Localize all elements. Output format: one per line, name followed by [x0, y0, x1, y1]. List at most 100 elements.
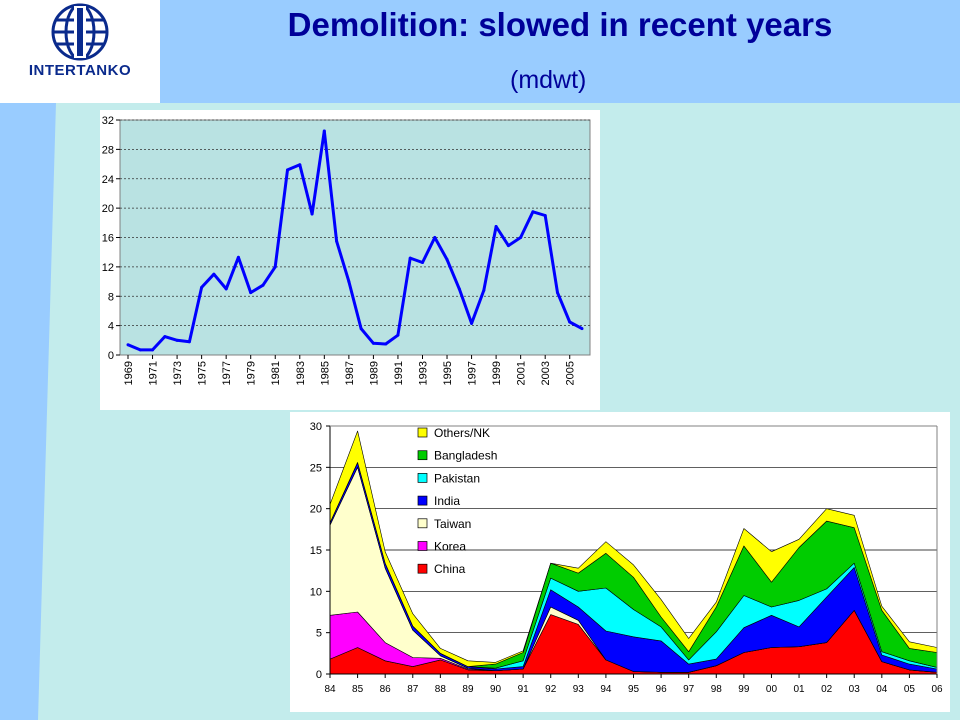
y-tick-label: 20: [102, 203, 114, 215]
x-tick-label: 1969: [123, 361, 135, 385]
data-point: [322, 129, 326, 133]
legend-label: Others/NK: [434, 426, 490, 440]
x-tick-label: 04: [876, 684, 888, 695]
legend-swatch: [417, 518, 428, 529]
legend-label: Bangladesh: [434, 449, 497, 463]
x-tick-label: 02: [821, 684, 833, 695]
x-tick-label: 2001: [516, 361, 528, 385]
y-tick-label: 5: [316, 628, 322, 640]
x-tick-label: 1981: [270, 361, 282, 385]
page-title: Demolition: slowed in recent years: [287, 6, 833, 43]
x-tick-label: 93: [573, 684, 585, 695]
x-tick-label: 92: [545, 684, 557, 695]
data-point: [200, 285, 204, 289]
x-tick-label: 89: [462, 684, 474, 695]
data-point: [310, 212, 314, 216]
data-point: [470, 321, 474, 325]
x-tick-label: 90: [490, 684, 502, 695]
y-tick-label: 8: [108, 291, 114, 303]
x-tick-label: 86: [380, 684, 392, 695]
globe-logo-icon: [51, 3, 109, 61]
decorative-diagonal: [36, 103, 56, 720]
x-tick-label: 1985: [319, 361, 331, 385]
data-point: [371, 341, 375, 345]
x-tick-label: 84: [324, 684, 336, 695]
x-tick-label: 99: [738, 684, 750, 695]
x-tick-label: 87: [407, 684, 419, 695]
x-tick-label: 1991: [393, 361, 405, 385]
line-chart-plot-area: [119, 119, 591, 356]
data-point: [506, 244, 510, 248]
x-tick-label: 1993: [417, 361, 429, 385]
x-tick-label: 96: [656, 684, 668, 695]
data-point: [494, 224, 498, 228]
x-tick-label: 03: [849, 684, 861, 695]
x-tick-label: 06: [931, 684, 943, 695]
x-tick-label: 1999: [491, 361, 503, 385]
data-point: [138, 348, 142, 352]
y-tick-label: 10: [310, 586, 322, 598]
y-tick-label: 20: [310, 504, 322, 516]
y-tick-label: 30: [310, 421, 322, 433]
x-tick-label: 01: [793, 684, 805, 695]
x-tick-label: 98: [711, 684, 723, 695]
x-tick-label: 1977: [221, 361, 233, 385]
data-point: [580, 327, 584, 331]
y-tick-label: 24: [102, 174, 114, 186]
x-tick-label: 91: [518, 684, 530, 695]
legend-label: Pakistan: [434, 471, 480, 485]
x-tick-label: 1989: [368, 361, 380, 385]
x-tick-label: 05: [904, 684, 916, 695]
logo: INTERTANKO: [0, 0, 160, 103]
data-point: [163, 335, 167, 339]
line-series: [127, 129, 583, 352]
data-point: [249, 291, 253, 295]
data-point: [568, 320, 572, 324]
data-point: [224, 287, 228, 291]
y-tick-label: 4: [108, 321, 114, 333]
data-point: [212, 272, 216, 276]
left-band: [0, 103, 36, 720]
x-tick-label: 1971: [148, 361, 160, 385]
legend-swatch: [417, 563, 428, 574]
data-point: [555, 291, 559, 295]
data-point: [286, 168, 290, 172]
data-point: [543, 213, 547, 217]
legend-swatch: [417, 450, 428, 461]
data-point: [273, 265, 277, 269]
data-point: [298, 163, 302, 167]
x-tick-label: 00: [766, 684, 778, 695]
data-point: [482, 288, 486, 292]
x-tick-label: 1973: [172, 361, 184, 385]
x-tick-label: 2003: [540, 361, 552, 385]
legend-label: India: [434, 494, 460, 508]
data-point: [347, 280, 351, 284]
data-point: [236, 255, 240, 259]
data-point: [420, 260, 424, 264]
x-tick-label: 1975: [197, 361, 209, 385]
data-point: [359, 327, 363, 331]
legend-swatch: [417, 541, 428, 551]
x-tick-label: 1983: [295, 361, 307, 385]
data-point: [445, 258, 449, 262]
x-tick-label: 88: [435, 684, 447, 695]
y-tick-label: 12: [102, 262, 114, 274]
data-point: [457, 287, 461, 291]
legend-label: Taiwan: [434, 517, 471, 531]
y-tick-label: 32: [102, 115, 114, 127]
x-tick-label: 97: [683, 684, 695, 695]
x-tick-label: 85: [352, 684, 364, 695]
x-tick-label: 94: [600, 684, 612, 695]
data-point: [531, 210, 535, 214]
data-point: [151, 348, 155, 352]
data-point: [187, 340, 191, 344]
y-tick-label: 16: [102, 233, 114, 245]
data-point: [335, 239, 339, 243]
legend-label: China: [434, 562, 466, 576]
data-point: [126, 343, 130, 347]
logo-wordmark: INTERTANKO: [28, 62, 132, 79]
x-tick-label: 1987: [344, 361, 356, 385]
data-point: [408, 256, 412, 260]
data-point: [396, 333, 400, 337]
data-point: [433, 236, 437, 239]
